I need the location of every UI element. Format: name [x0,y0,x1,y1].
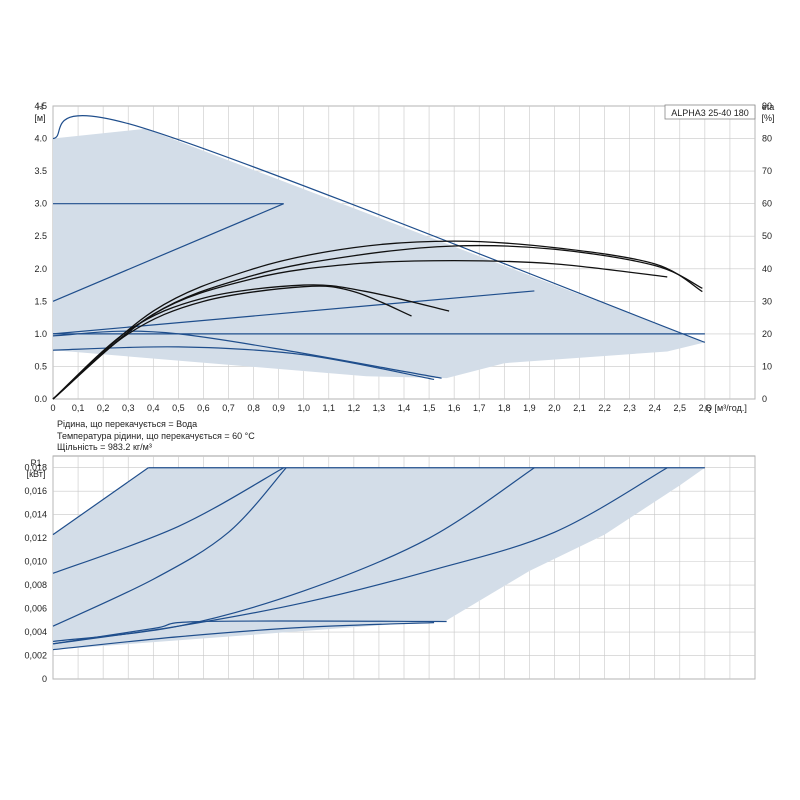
power-curve [52,467,149,536]
power-curve [52,467,284,574]
density-note: Щільність = 983.2 кг/м³ [57,442,152,452]
head-y-tick-label: 4.5 [34,101,47,111]
x-tick-label: 1,5 [423,403,436,413]
x-tick-label: 1,4 [398,403,411,413]
power-y-tick-label: 0,018 [24,463,47,473]
power-operating-area [53,467,705,650]
head-y-tick-label: 2.0 [34,264,47,274]
eta-y-tick-label: 60 [762,199,772,209]
head-y-tick-label: 4.0 [34,134,47,144]
x-tick-label: 1,8 [498,403,511,413]
x-tick-label: 2,2 [598,403,611,413]
eta-y-tick-label: 20 [762,329,772,339]
head-y-tick-label: 0.5 [34,361,47,371]
efficiency-curve [52,244,703,400]
x-tick-label: 0,7 [222,403,235,413]
head-y-tick-label: 1.0 [34,329,47,339]
eta-y-tick-label: 0 [762,394,767,404]
head-curves [52,114,706,381]
eta-y-tick-label: 30 [762,296,772,306]
y2-axis-label-eta: eta [762,102,775,112]
power-curve [52,620,447,645]
power-curve [52,467,668,645]
y-axis-unit-h: [м] [34,113,45,123]
power-curve [52,467,287,627]
x-tick-label: 2,3 [623,403,636,413]
x-tick-label: 1,7 [473,403,486,413]
head-operating-area-fill [53,128,705,379]
y2-axis-unit-eta: [%] [761,113,774,123]
x-tick-label: 1,6 [448,403,461,413]
head-y-tick-label: 1.5 [34,296,47,306]
power-y-tick-label: 0,008 [24,580,47,590]
y-axis-label-p1: P1 [30,458,41,468]
eta-y-tick-label: 70 [762,166,772,176]
fluid-note: Рідина, що перекачується = Вода [57,419,197,429]
head-curve [52,203,284,302]
x-tick-label: 0,1 [72,403,85,413]
head-y-tick-label: 0.0 [34,394,47,404]
head-curve [52,114,706,343]
y-axis-label-h: H [37,102,44,112]
y-axis-unit-p1: [кВт] [27,469,46,479]
x-tick-label: 1,2 [348,403,361,413]
temperature-note: Температура рідини, що перекачується = 6… [57,431,255,441]
efficiency-curve [52,284,450,400]
efficiency-curve [52,240,703,400]
head-y-tick-label: 2.5 [34,231,47,241]
power-curve [52,622,435,651]
power-curves [52,467,705,651]
x-tick-label: 0 [50,403,55,413]
power-y-tick-label: 0,006 [24,604,47,614]
x-tick-label: 0,9 [272,403,285,413]
model-label: ALPHA3 25-40 180 [671,108,749,118]
x-tick-label: 1,3 [373,403,386,413]
eta-y-tick-label: 40 [762,264,772,274]
head-y-tick-label: 3.0 [34,199,47,209]
x-tick-label: 0,5 [172,403,185,413]
x-tick-label: 2,0 [548,403,561,413]
power-panel: 0 0,002 0,004 0,006 0,008 0,010 0,012 0,014 0,01… [24,455,756,684]
power-operating-area-fill [53,467,705,650]
x-tick-label: 2,6 [699,403,712,413]
power-y-tick-label: 0,010 [24,557,47,567]
power-y-tick-label: 0,016 [24,486,47,496]
power-y-tick-label: 0,002 [24,651,47,661]
x-tick-label: 1,1 [323,403,336,413]
x-tick-label: 0,2 [97,403,110,413]
head-tick-labels: 0.0 0.5 1.0 1.5 2.0 2.5 3.0 3.5 4.0 4.5 0 10 20 30 40 5… [34,101,772,413]
eta-y-tick-label: 10 [762,361,772,371]
head-curve [52,330,442,379]
x-tick-label: 1,9 [523,403,536,413]
x-tick-label: 0,3 [122,403,135,413]
model-label-box [664,104,756,120]
eta-y-tick-label: 50 [762,231,772,241]
power-y-tick-label: 0,012 [24,533,47,543]
head-efficiency-panel: 0.0 0.5 1.0 1.5 2.0 2.5 3.0 3.5 4.0 4.5 0 10 20 30 40 5… [34,101,774,452]
power-tick-labels: 0 0,002 0,004 0,006 0,008 0,010 0,012 0,014 0,01… [24,463,47,684]
x-tick-label: 2,4 [648,403,661,413]
power-y-tick-label: 0,014 [24,510,47,520]
power-y-tick-label: 0,004 [24,627,47,637]
x-tick-label: 0,8 [247,403,260,413]
power-y-tick-label: 0 [42,674,47,684]
x-axis-label: Q [м³/год.] [705,403,747,413]
x-tick-label: 2,1 [573,403,586,413]
eta-y-tick-label: 90 [762,101,772,111]
x-tick-label: 1,0 [297,403,310,413]
eta-y-tick-label: 80 [762,134,772,144]
x-tick-label: 2,5 [674,403,687,413]
efficiency-curves [52,240,703,400]
head-operating-area [53,128,705,379]
head-y-tick-label: 3.5 [34,166,47,176]
x-tick-label: 0,4 [147,403,160,413]
x-tick-label: 0,6 [197,403,210,413]
